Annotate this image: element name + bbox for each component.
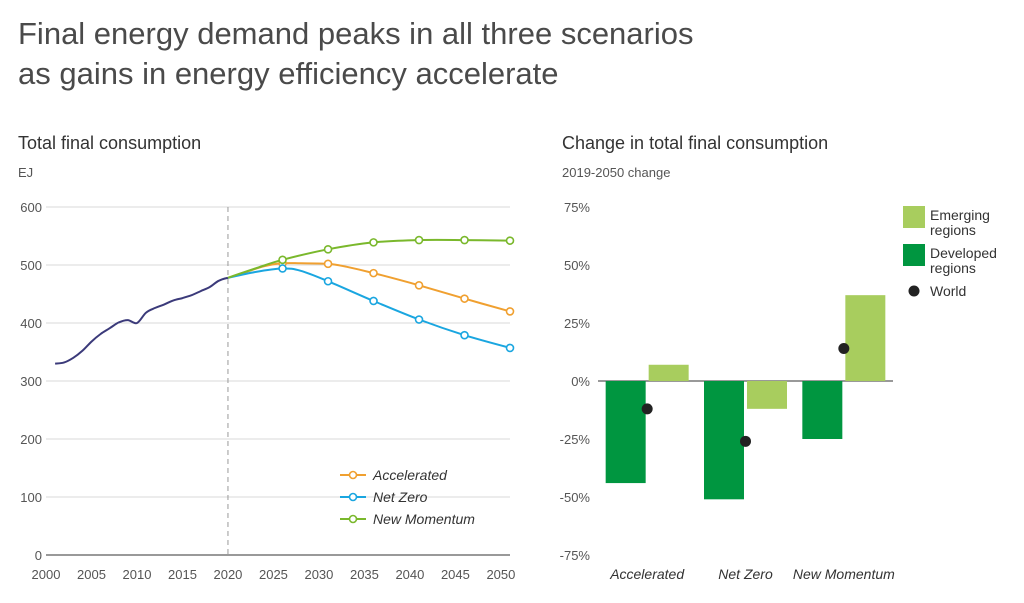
accelerated-emerging-regions-bar bbox=[648, 364, 689, 381]
left-x-tick-label: 2010 bbox=[123, 567, 152, 582]
right-chart-title: Change in total final consumption bbox=[562, 133, 828, 153]
left-chart-unit: EJ bbox=[18, 165, 33, 180]
left-y-tick-label: 400 bbox=[20, 316, 42, 331]
net-zero-point bbox=[414, 315, 424, 324]
headline-line-2: as gains in energy efficiency accelerate bbox=[18, 56, 559, 91]
total-final-consumption-chart: Total final consumption EJ 0 100 200 300 400… bbox=[18, 133, 515, 582]
left-x-tick-label: 2015 bbox=[168, 567, 197, 582]
left-y-tick-label: 100 bbox=[20, 490, 42, 505]
right-category-label: New Momentum bbox=[793, 566, 895, 582]
left-tick-labels: 0 100 200 300 400 500 600 2000 2005 2010 2015 2020 2… bbox=[20, 200, 515, 582]
headline-line-1: Final energy demand peaks in all three s… bbox=[18, 16, 694, 51]
accelerated-point bbox=[505, 307, 515, 316]
legend-label: World bbox=[930, 283, 966, 299]
right-tick-labels: 75% 50% 25% 0% -25% -50% -75% Accelerated Net Ze… bbox=[560, 200, 895, 582]
left-y-tick-label: 0 bbox=[35, 548, 42, 563]
legend-swatch bbox=[903, 244, 925, 266]
legend-swatch-marker bbox=[348, 514, 358, 524]
net-zero-world-point bbox=[740, 435, 751, 447]
legend-label-line-2: regions bbox=[930, 222, 976, 238]
new-momentum-developed-regions-bar bbox=[802, 381, 843, 439]
new-momentum-point bbox=[278, 255, 287, 265]
left-x-tick-label: 2040 bbox=[395, 567, 424, 582]
right-chart-subtitle: 2019-2050 change bbox=[562, 165, 670, 180]
left-x-tick-label: 2005 bbox=[77, 567, 106, 582]
legend-label-line-2: regions bbox=[930, 260, 976, 276]
left-y-tick-label: 500 bbox=[20, 258, 42, 273]
legend-label-line-1: Developed bbox=[930, 245, 997, 261]
legend-label-line-1: Emerging bbox=[930, 207, 990, 223]
new-momentum-point bbox=[323, 245, 333, 254]
new-momentum-emerging-regions-bar bbox=[845, 295, 886, 381]
accelerated-point bbox=[369, 268, 378, 278]
right-y-tick-label: -50% bbox=[560, 490, 591, 505]
net-zero-point bbox=[460, 330, 469, 340]
legend-item-new-momentum: New Momentum bbox=[340, 511, 475, 527]
left-series-lines bbox=[54, 235, 515, 365]
left-x-tick-label: 2000 bbox=[32, 567, 61, 582]
new-momentum-point bbox=[505, 236, 515, 245]
legend-swatch-marker bbox=[348, 492, 358, 502]
left-x-tick-label: 2045 bbox=[441, 567, 470, 582]
left-y-tick-label: 200 bbox=[20, 432, 42, 447]
left-y-tick-label: 600 bbox=[20, 200, 42, 215]
accelerated-point bbox=[323, 259, 333, 269]
accelerated-point bbox=[414, 280, 424, 290]
accelerated-developed-regions-bar bbox=[605, 381, 646, 484]
headline: Final energy demand peaks in all three s… bbox=[18, 14, 918, 94]
right-y-tick-label: -75% bbox=[560, 548, 591, 563]
legend-label: New Momentum bbox=[373, 511, 475, 527]
net-zero-point bbox=[278, 264, 287, 273]
legend-item-accelerated: Accelerated bbox=[340, 467, 448, 483]
new-momentum-point bbox=[414, 235, 424, 245]
net-zero-point bbox=[323, 276, 333, 286]
new-momentum-point bbox=[460, 235, 469, 245]
net-zero-developed-regions-bar bbox=[704, 381, 744, 500]
history-line bbox=[54, 276, 229, 365]
net-zero-point bbox=[505, 343, 515, 353]
accelerated-world-point bbox=[641, 403, 653, 415]
legend-swatch bbox=[903, 206, 925, 228]
right-y-tick-label: 50% bbox=[564, 258, 590, 273]
legend-label: Net Zero bbox=[373, 489, 428, 505]
net-zero-point bbox=[369, 296, 378, 306]
left-legend: Accelerated Net Zero New Momentum bbox=[340, 467, 475, 527]
right-bars bbox=[605, 295, 886, 500]
legend-item-net-zero: Net Zero bbox=[340, 489, 428, 505]
legend-swatch-marker bbox=[348, 470, 358, 480]
accelerated-point bbox=[460, 294, 469, 303]
left-x-tick-label: 2020 bbox=[213, 567, 242, 582]
net-zero-emerging-regions-bar bbox=[747, 381, 787, 409]
new-momentum-point bbox=[369, 238, 378, 247]
left-grid bbox=[46, 206, 510, 556]
left-y-tick-label: 300 bbox=[20, 374, 42, 389]
left-x-tick-label: 2050 bbox=[486, 567, 515, 582]
legend-item-world: World bbox=[908, 283, 966, 299]
right-category-label: Net Zero bbox=[718, 566, 773, 582]
right-y-tick-label: 25% bbox=[564, 316, 590, 331]
left-chart-title: Total final consumption bbox=[18, 133, 201, 153]
change-in-consumption-chart: Change in total final consumption 2019-2… bbox=[560, 133, 997, 582]
new-momentum-world-point bbox=[838, 343, 850, 355]
legend-label: Accelerated bbox=[372, 467, 448, 483]
legend-swatch-dot bbox=[908, 285, 920, 297]
right-category-label: Accelerated bbox=[609, 566, 685, 582]
left-x-tick-label: 2030 bbox=[304, 567, 333, 582]
right-y-tick-label: -25% bbox=[560, 432, 591, 447]
left-x-tick-label: 2025 bbox=[259, 567, 288, 582]
left-x-tick-label: 2035 bbox=[350, 567, 379, 582]
right-y-tick-label: 0% bbox=[571, 374, 590, 389]
right-y-tick-label: 75% bbox=[564, 200, 590, 215]
